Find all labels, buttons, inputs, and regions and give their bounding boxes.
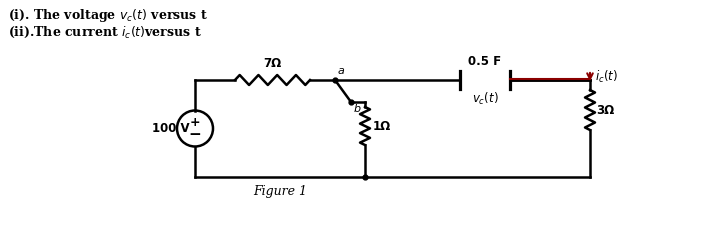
Text: +: + <box>189 116 200 129</box>
Text: −: − <box>189 127 202 142</box>
Text: 3Ω: 3Ω <box>596 104 614 117</box>
Text: $i_c(t)$: $i_c(t)$ <box>595 69 618 85</box>
Text: 100 V: 100 V <box>153 122 190 135</box>
Text: $v_c(t)$: $v_c(t)$ <box>472 91 498 107</box>
Text: (ii).The current $i_c(t)$versus t: (ii).The current $i_c(t)$versus t <box>8 25 202 40</box>
Text: (i). The voltage $v_c(t)$ versus t: (i). The voltage $v_c(t)$ versus t <box>8 7 208 24</box>
Text: 0.5 F: 0.5 F <box>469 55 502 68</box>
Text: 7Ω: 7Ω <box>264 57 282 70</box>
Text: Figure 1: Figure 1 <box>253 185 307 198</box>
Text: 1Ω: 1Ω <box>373 119 391 133</box>
Text: b: b <box>354 104 361 114</box>
Text: a: a <box>338 66 345 76</box>
